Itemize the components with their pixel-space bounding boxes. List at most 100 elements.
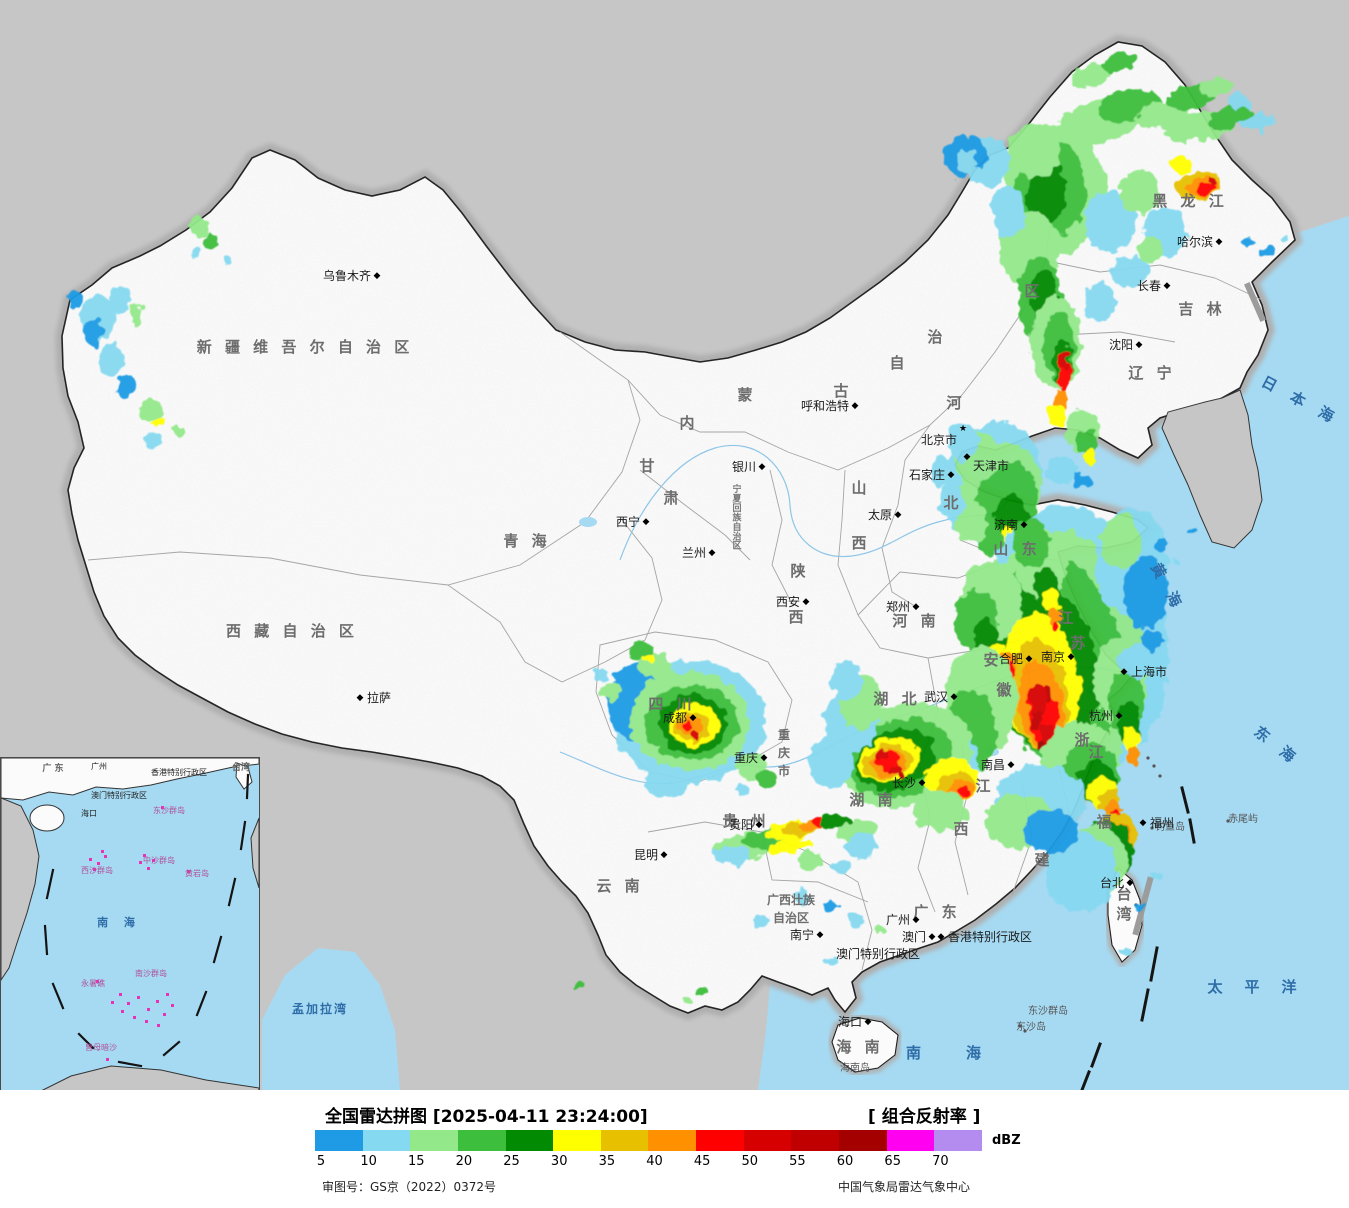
korea-peninsula — [1161, 389, 1263, 549]
province-label: 江 — [1088, 743, 1107, 761]
echo-blob — [874, 749, 888, 761]
echo-blob — [1062, 350, 1068, 370]
reef-mark — [101, 850, 104, 853]
echo-blob — [1008, 126, 1060, 178]
province-label: 广 东 — [913, 903, 960, 921]
agency-name: 中国气象局雷达气象中心 — [838, 1180, 971, 1194]
province-label: 浙 — [1074, 731, 1093, 749]
reef-mark — [127, 1002, 130, 1005]
city-marker: ◆ — [865, 1017, 872, 1027]
city-marker: ◆ — [1216, 237, 1223, 247]
reef-mark — [152, 859, 155, 862]
reef-mark — [163, 1013, 166, 1016]
map-title: 全国雷达拼图 [2025-04-11 23:24:00] — [325, 1107, 648, 1127]
legend-color-cell — [791, 1130, 840, 1151]
inset-borneo — [40, 1065, 259, 1091]
city-marker: ◆ — [951, 692, 958, 702]
city-label: 贵阳 — [729, 818, 753, 832]
city-label: 南昌 — [981, 757, 1005, 772]
reef-mark — [161, 806, 164, 809]
legend-color-cell — [743, 1130, 792, 1151]
city-label: 南京 — [1041, 649, 1065, 664]
inset-label: 广州 — [91, 761, 107, 771]
province-label: 辽 宁 — [1128, 364, 1175, 382]
echo-blob — [138, 400, 162, 420]
legend-tick: 55 — [789, 1154, 806, 1169]
city-marker: ◆ — [661, 850, 668, 860]
island-label: 钓鱼岛 — [1155, 820, 1185, 833]
inset-label: 南沙群岛 — [135, 968, 167, 978]
province-label: 河 — [946, 394, 965, 412]
approval-number: 审图号：GS京（2022）0372号 — [322, 1180, 496, 1194]
reef-mark — [89, 858, 92, 861]
echo-blob — [644, 655, 654, 663]
echo-blob — [1047, 405, 1065, 427]
city-marker: ◆ — [1021, 520, 1028, 530]
legend-tick: 20 — [455, 1154, 473, 1169]
province-label: 广西壮族 — [767, 892, 816, 907]
city-label: 西宁 — [616, 514, 640, 529]
echo-blob — [116, 374, 136, 398]
nine-dash-segment — [45, 868, 55, 900]
city-marker: ◆ — [1164, 281, 1171, 291]
echo-blob — [755, 770, 777, 788]
city-label: 长春 — [1137, 279, 1161, 293]
province-label: 台 — [1116, 885, 1135, 903]
gray-bar — [1244, 282, 1266, 322]
inset-label: 海口 — [81, 808, 97, 818]
echo-blob — [691, 732, 699, 740]
echo-blob — [826, 957, 836, 965]
city-label: 长沙 — [892, 776, 916, 790]
echo-blob — [1024, 809, 1078, 853]
legend-tick: 30 — [550, 1154, 568, 1169]
echo-blob — [713, 847, 749, 865]
echo-blob — [1167, 157, 1193, 175]
province-label: 北 — [943, 494, 962, 512]
echo-blob — [1241, 112, 1275, 132]
nine-dash-segment — [195, 990, 208, 1017]
echo-blob — [1042, 589, 1060, 613]
legend-color-cell — [505, 1130, 554, 1151]
echo-blob — [1121, 947, 1131, 955]
nine-dash-segment — [245, 773, 250, 800]
city-marker: ◆ — [357, 693, 364, 703]
reef-mark — [111, 1001, 114, 1004]
echo-blob — [830, 859, 852, 873]
inset-indochina — [1, 797, 40, 981]
province-label: 西 — [788, 608, 807, 626]
bay-of-bengal — [262, 948, 400, 1090]
echo-blob — [1084, 191, 1136, 253]
echo-blob — [1120, 170, 1160, 214]
echo-blob — [600, 682, 622, 700]
echo-blob — [191, 213, 209, 239]
province-label: 自治区 — [773, 910, 809, 925]
city-marker: ◆ — [709, 548, 716, 558]
city-marker: ◆ — [895, 510, 902, 520]
reef-mark — [143, 854, 146, 857]
city-label: 重庆 — [734, 751, 758, 765]
echo-blob — [171, 425, 185, 435]
city-markers: ◆乌鲁木齐◆哈尔滨◆长春◆沈阳★北京市◆天津市◆呼和浩特◆石家庄◆太原◆济南◆银… — [323, 234, 1223, 1029]
province-label: 贵 州 — [722, 812, 769, 830]
product-label: [ 组合反射率 ] — [868, 1107, 981, 1127]
echo-blob — [1084, 282, 1116, 322]
city-label: 西安 — [776, 594, 800, 609]
echo-blob — [1112, 256, 1148, 288]
echo-blob — [830, 661, 862, 701]
city-marker: ◆ — [929, 932, 936, 942]
echo-blob — [734, 784, 752, 798]
reef-mark — [104, 855, 107, 858]
legend-tick: 10 — [360, 1154, 377, 1169]
legend-color-cell — [553, 1130, 601, 1151]
province-label: 西 — [953, 820, 972, 838]
echo-blob — [1171, 557, 1181, 565]
sea-label: 孟加拉湾 — [292, 1001, 348, 1016]
echo-blob — [594, 670, 608, 682]
province-label: 庆 — [777, 745, 790, 760]
city-label: 武汉 — [924, 690, 948, 704]
island-label: 东沙群岛 — [1028, 1004, 1068, 1017]
province-label: 四 川 — [648, 695, 695, 713]
echo-blob — [1045, 684, 1053, 698]
